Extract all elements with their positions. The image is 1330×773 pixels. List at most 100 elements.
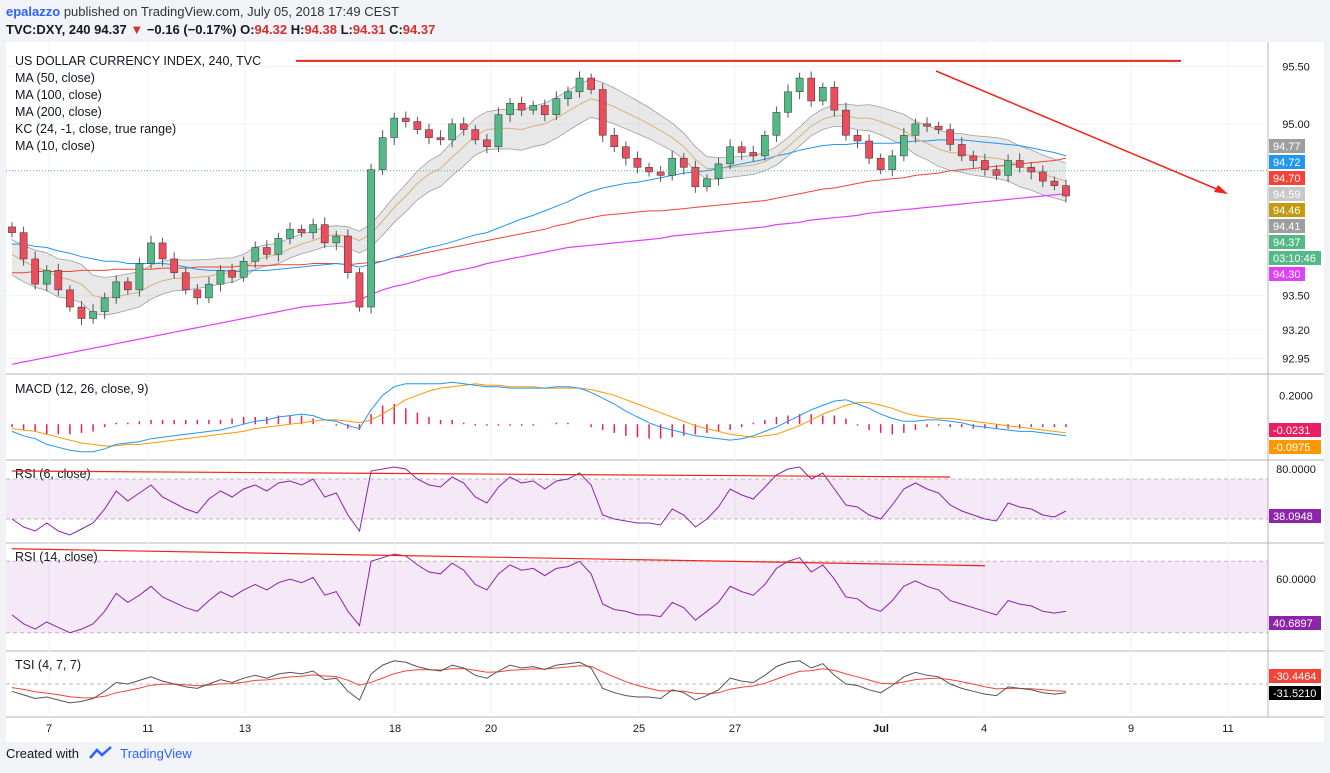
candle-body: [888, 155, 897, 170]
rsi-band-fill: [6, 561, 1268, 633]
candle-body: [19, 232, 28, 260]
candle-body: [645, 167, 653, 173]
candle-body: [401, 117, 410, 122]
candle-body: [344, 235, 352, 273]
candle-body: [459, 123, 468, 130]
chart-area[interactable]: 7 11 13 18 20 25 27 Jul 4 9 11 95.50 95.00 93.50 93.20…: [6, 42, 1324, 742]
close-value: 94.37: [402, 22, 436, 37]
candle-body: [332, 235, 341, 244]
candle-body: [262, 247, 271, 255]
high-label: H:: [290, 22, 305, 37]
chart-background: [6, 42, 1324, 742]
candle-body: [795, 77, 804, 93]
low-value: 94.31: [352, 22, 386, 37]
rsi-tag-label: 38.0948: [1273, 511, 1313, 523]
published-text: published on TradingView.com, July 05, 2…: [63, 4, 399, 19]
candle-body: [703, 178, 711, 188]
price-tick-label: 92.95: [1282, 354, 1310, 366]
candle-body: [622, 146, 630, 159]
open-label: O:: [240, 22, 255, 37]
candle-body: [448, 123, 456, 141]
candle-body: [1050, 180, 1059, 186]
rsi-pane-title: RSI (6, close): [15, 467, 91, 481]
tsi-tag-label: -30.4464: [1273, 671, 1316, 683]
low-label: L:: [340, 22, 353, 37]
candle-body: [598, 89, 607, 136]
candle-body: [900, 135, 908, 157]
candle-body: [170, 258, 178, 273]
candle-body: [726, 146, 734, 165]
candle-body: [506, 102, 514, 115]
candle-body: [216, 270, 225, 285]
price-tag-label: 94.41: [1273, 221, 1301, 233]
rsi-band-fill: [6, 479, 1268, 519]
price-tag: [1269, 139, 1305, 153]
rsi-trendline: [11, 548, 985, 567]
date-tick-label: 13: [239, 723, 251, 735]
rsi-tick-label: 60.0000: [1276, 574, 1316, 586]
price-tag-label: 94.77: [1273, 141, 1301, 153]
candle-body: [587, 77, 595, 90]
tsi-tag: [1269, 669, 1321, 683]
rsi-line: [11, 553, 1067, 634]
candle-body: [471, 129, 480, 141]
price-tick-label: 93.50: [1282, 291, 1310, 303]
price-tag: [1269, 187, 1305, 201]
candle-body: [367, 169, 375, 308]
ohlc-line: TVC:DXY, 240 94.37 ▼ −0.16 (−0.17%) O:94…: [6, 22, 435, 37]
candle-body: [274, 238, 283, 255]
candle-body: [575, 77, 584, 93]
price-tick-label: 93.20: [1282, 325, 1310, 337]
price-tag-label: 94.72: [1273, 157, 1301, 169]
macd-tag: [1269, 440, 1321, 454]
candle-body: [297, 228, 306, 233]
candle-body: [807, 77, 816, 102]
candle-body: [946, 129, 955, 145]
candle-body: [1038, 171, 1047, 182]
date-tick-label: 9: [1128, 723, 1134, 735]
date-tick-label: 7: [46, 723, 52, 735]
date-tick-label: 4: [981, 723, 987, 735]
candle-body: [251, 247, 260, 262]
candle-body: [355, 272, 364, 308]
candle-body: [529, 105, 538, 111]
date-tick-label: 27: [729, 723, 741, 735]
price-tag-label: 94.70: [1273, 173, 1301, 185]
candle-body: [992, 169, 1001, 176]
candle-body: [517, 102, 526, 111]
candle-body: [911, 123, 920, 136]
tradingview-brand[interactable]: TradingView: [120, 746, 192, 761]
candle-body: [123, 281, 132, 291]
date-tick-label: 11: [142, 723, 153, 735]
candle-body: [842, 109, 850, 136]
candle-body: [390, 117, 399, 138]
price-tag-label: 94.46: [1273, 205, 1301, 217]
high-value: 94.38: [304, 22, 337, 37]
candle-body: [853, 135, 862, 142]
candle-body: [228, 270, 236, 278]
author-link[interactable]: epalazzo: [6, 4, 61, 19]
candle-body: [714, 163, 723, 180]
arrow-head-icon: [1214, 185, 1228, 194]
rsi-tag: [1269, 509, 1321, 523]
chart-canvas[interactable]: 7 11 13 18 20 25 27 Jul 4 9 11 95.50 95.00 93.50 93.20…: [6, 42, 1324, 742]
tsi-tag: [1269, 686, 1321, 700]
indicator-legend: MA (200, close): [15, 105, 102, 119]
rsi-line: [11, 466, 1067, 536]
price-change: −0.16 (−0.17%): [146, 22, 237, 37]
price-tag-label: 03:10:46: [1273, 253, 1316, 265]
candle-body: [981, 160, 989, 170]
down-trend-arrow: [935, 70, 1227, 194]
price-tag-label: 94.59: [1273, 189, 1301, 201]
candle-body: [749, 152, 758, 157]
candle-body: [633, 157, 642, 168]
price-tag-label: 94.30: [1273, 269, 1301, 281]
macd-line: [11, 381, 1067, 453]
candle-body: [772, 112, 781, 136]
candle-body: [181, 272, 190, 291]
candle-body: [309, 224, 317, 233]
candle-body: [494, 114, 503, 147]
rsi-pane-title: RSI (14, close): [15, 550, 98, 564]
rsi-tag-label: 40.6897: [1273, 618, 1313, 630]
price-tag: [1269, 219, 1305, 233]
